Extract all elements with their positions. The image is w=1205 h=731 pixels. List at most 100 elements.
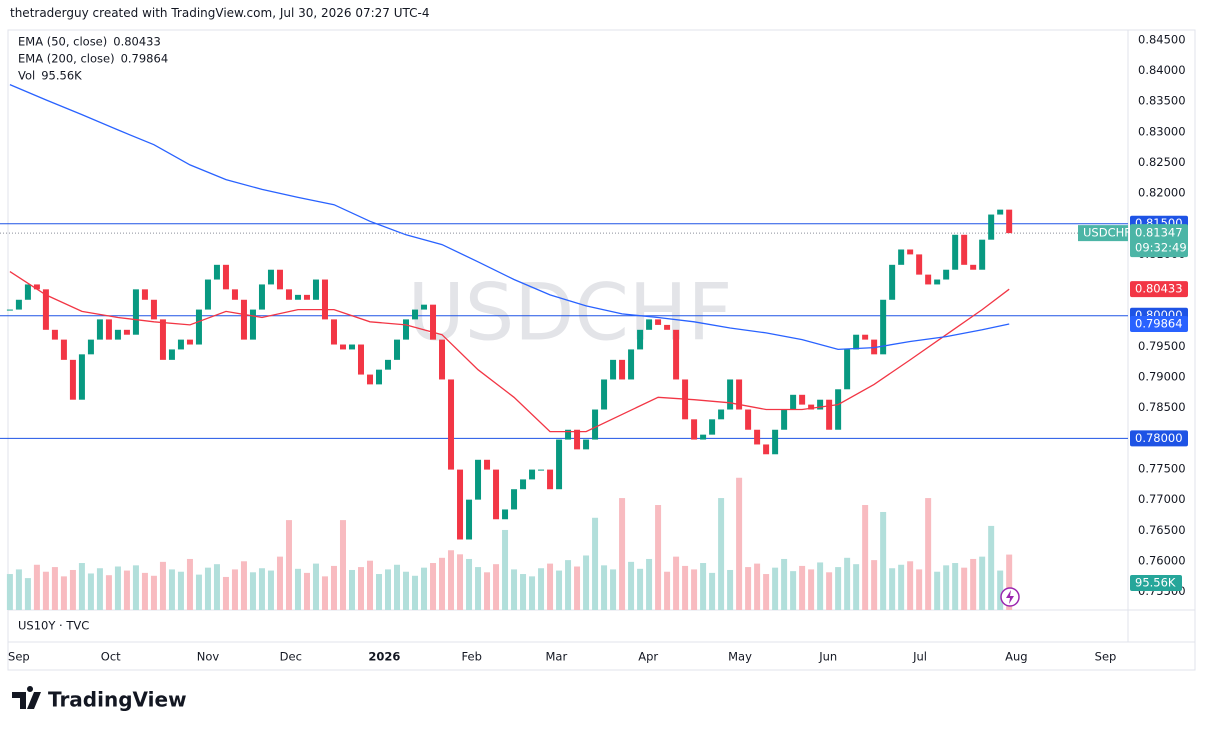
volume-bar [610, 569, 617, 610]
volume-bar [502, 529, 509, 610]
volume-bar [204, 567, 211, 610]
volume-bar [673, 556, 680, 610]
last-price-box [1130, 224, 1188, 258]
x-tick-label: Dec [280, 650, 302, 664]
candle [177, 339, 184, 350]
candle [421, 304, 428, 310]
y-tick-label: 0.77000 [1138, 492, 1186, 506]
volume-bar [6, 574, 13, 610]
candle [538, 469, 545, 471]
candle [646, 319, 653, 330]
candle [628, 349, 635, 380]
y-tick-label: 0.78500 [1138, 400, 1186, 414]
volume-bar [348, 569, 355, 610]
ema-layer [9, 84, 1010, 433]
volume-bar [538, 568, 545, 610]
volume-bar [853, 564, 860, 610]
candle [601, 379, 608, 410]
candle [267, 269, 274, 285]
volume-bar [475, 567, 482, 610]
volume-bar [997, 570, 1004, 610]
volume-bar [637, 568, 644, 610]
candle [736, 379, 743, 410]
volume-bar [249, 572, 256, 610]
volume-bar [357, 567, 364, 610]
volume-bar [42, 571, 49, 610]
volume-bar [880, 511, 887, 610]
y-tick-label: 0.82500 [1138, 155, 1186, 169]
volume-bar [466, 558, 473, 610]
y-tick-label: 0.77500 [1138, 461, 1186, 475]
candle [24, 284, 31, 300]
volume-bar [781, 558, 788, 610]
candle [366, 374, 373, 385]
candle [159, 319, 166, 360]
candle [709, 419, 716, 435]
volume-bar [168, 569, 175, 610]
volume-bar [493, 564, 500, 610]
volume-bar [430, 563, 437, 610]
candle [132, 289, 139, 335]
legend-name: Vol [18, 69, 35, 83]
y-tick-label: 0.76500 [1138, 523, 1186, 537]
volume-bar [78, 563, 85, 610]
candle [565, 429, 572, 440]
alert-bolt [1006, 590, 1014, 604]
candle [727, 379, 734, 410]
volume-bar [258, 568, 265, 610]
volume-bar [1006, 554, 1013, 610]
candle [69, 359, 76, 400]
lower-pane-title: US10Y · TVC [18, 619, 89, 633]
candle [222, 264, 229, 290]
x-tick-label: May [728, 650, 752, 664]
volume-bar [87, 573, 94, 610]
candle [475, 459, 482, 500]
volume-bar [376, 574, 383, 610]
candle [520, 479, 527, 490]
y-tick-label: 0.84500 [1138, 32, 1186, 46]
x-tick-label: 2026 [368, 650, 400, 664]
candle [907, 249, 914, 255]
volume-last-label: 95.56K [1135, 576, 1176, 590]
candle [547, 469, 554, 490]
volume-bar [24, 578, 31, 610]
candle [916, 254, 923, 275]
volume-bar [520, 574, 527, 610]
ema-label: 0.80433 [1135, 282, 1183, 296]
candle [484, 459, 491, 470]
last-price-label: 0.81347 [1135, 226, 1183, 240]
level-box [1130, 430, 1188, 447]
candle [303, 294, 310, 300]
candle [583, 439, 590, 450]
volume-bar [772, 567, 779, 610]
level-label: 0.78000 [1135, 431, 1183, 445]
candle [925, 274, 932, 285]
candle [457, 469, 464, 540]
candle [439, 339, 446, 380]
volume-bar [934, 571, 941, 610]
volume-bar [646, 558, 653, 610]
volume-bar [511, 569, 518, 610]
volume-bar [96, 568, 103, 610]
volume-bar [457, 554, 464, 610]
volume-bar [321, 576, 328, 610]
candle [204, 279, 211, 310]
candle [970, 264, 977, 270]
y-tick-label: 0.82000 [1138, 186, 1186, 200]
legend-value: 95.56K [41, 69, 82, 83]
candle [988, 214, 995, 240]
chart-frame [7, 29, 1196, 671]
x-tick-label: Apr [638, 650, 658, 664]
symbol-label: USDCHF [1083, 226, 1131, 240]
volume-bar [889, 568, 896, 610]
volume-bar [240, 561, 247, 610]
candle [330, 319, 337, 345]
candle [240, 299, 247, 340]
volume-bar [330, 565, 337, 610]
candle [745, 409, 752, 430]
volume-bar [754, 563, 761, 610]
volume-bar [231, 569, 238, 610]
legend-name: EMA (50, close) [18, 35, 107, 49]
candle [718, 409, 725, 420]
volume-bar [339, 520, 346, 610]
